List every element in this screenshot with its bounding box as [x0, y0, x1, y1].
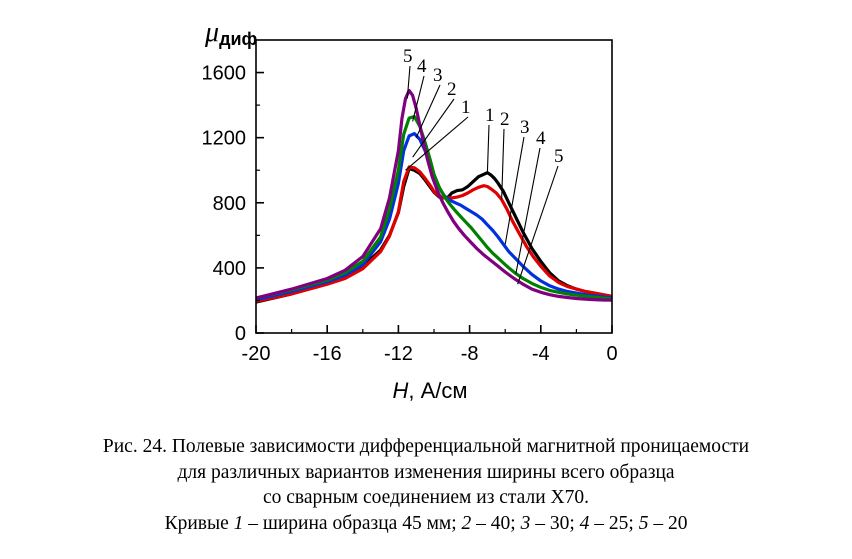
annotation-leader-left-4 — [412, 75, 425, 122]
caption-curve-number-5: 5 — [638, 512, 649, 534]
y-tick-label: 0 — [235, 323, 246, 345]
annotation-label-left-2: 2 — [447, 79, 457, 100]
x-tick-label: -4 — [532, 343, 550, 365]
y-axis-symbol: μ — [204, 17, 219, 48]
axes: -20 -16 -12 -8 -4 0 0 400 800 1200 1600 — [202, 39, 618, 365]
annotation-label-left-5: 5 — [403, 46, 413, 67]
caption-line-2: для различных вариантов изменения ширины… — [177, 461, 675, 483]
caption-curve-number-3: 3 — [520, 512, 531, 534]
caption-curve-number-4: 4 — [579, 512, 590, 534]
annotation-label-right-3: 3 — [520, 117, 530, 138]
caption-curve-number-2: 2 — [461, 512, 472, 534]
annotation-leader-right-1 — [486, 124, 490, 173]
x-tick-label: -12 — [384, 343, 413, 365]
y-tick-label: 800 — [213, 193, 246, 215]
y-tick-label: 1200 — [202, 128, 247, 150]
y-axis-subscript: диф — [219, 29, 257, 49]
annotation-leader-left-1 — [405, 116, 469, 171]
caption-line-4: Кривые 1 – ширина образца 45 мм; 2 – 40;… — [0, 511, 852, 537]
annotation-label-right-5: 5 — [554, 146, 564, 167]
caption-curve-text-4: – 25; — [589, 512, 639, 534]
annotation-label-right-1: 1 — [485, 105, 495, 126]
annotation-label-left-3: 3 — [433, 65, 443, 86]
annotation-label-right-4: 4 — [536, 128, 546, 149]
caption-curve-text-2: – 40; — [471, 512, 521, 534]
chart: 5 4 321 1 2 345 -20 -16 -12 -8 -4 0040080012001600… — [202, 17, 618, 403]
x-axis-label: H, А/см — [392, 378, 467, 403]
curve-group — [255, 88, 613, 304]
x-axis-unit: , А/см — [408, 378, 467, 403]
annotation-leader-right-2 — [501, 128, 505, 200]
x-axis-symbol: H — [392, 378, 408, 403]
y-tick-label: 400 — [213, 258, 246, 280]
figure-caption: Рис. 24. Полевые зависимости дифференциа… — [0, 434, 852, 536]
x-tick-label: -8 — [461, 343, 479, 365]
caption-line-4-prefix: Кривые — [164, 512, 234, 534]
annotation-leader-right-3 — [504, 136, 525, 245]
annotation-leader-left-5 — [406, 65, 411, 99]
curve-annotations: 5 4 321 1 2 345 — [403, 46, 564, 285]
caption-curve-text-3: – 30; — [530, 512, 580, 534]
series-line-3 — [255, 132, 613, 302]
annotation-label-left-1: 1 — [461, 97, 471, 118]
x-tick-label: -16 — [313, 343, 342, 365]
caption-line-1: Рис. 24. Полевые зависимости дифференциа… — [102, 436, 750, 457]
annotation-leader-left-3 — [415, 84, 441, 138]
annotation-label-right-2: 2 — [500, 109, 510, 130]
caption-curve-number-1: 1 — [233, 512, 244, 534]
annotation-leader-left-2 — [412, 98, 455, 158]
caption-curve-list: 1 – ширина образца 45 мм; 2 – 40; 3 – 30… — [234, 513, 688, 534]
annotation-leader-right-5 — [517, 165, 559, 285]
series-line-4 — [255, 114, 613, 301]
annotation-leader-right-4 — [515, 147, 541, 274]
annotation-label-left-4: 4 — [417, 56, 427, 77]
caption-line-3: со сварным соединением из стали Х70. — [262, 487, 590, 508]
series-line-5 — [255, 88, 613, 302]
caption-curve-text-5: – 20 — [648, 512, 688, 534]
x-tick-label: 0 — [606, 343, 617, 365]
caption-curve-text-1: – ширина образца 45 мм; — [243, 512, 462, 534]
x-tick-label: -20 — [242, 343, 271, 365]
y-axis-label: μдиф — [204, 17, 258, 49]
series-line-2 — [255, 165, 613, 303]
y-tick-label: 1600 — [202, 63, 247, 85]
